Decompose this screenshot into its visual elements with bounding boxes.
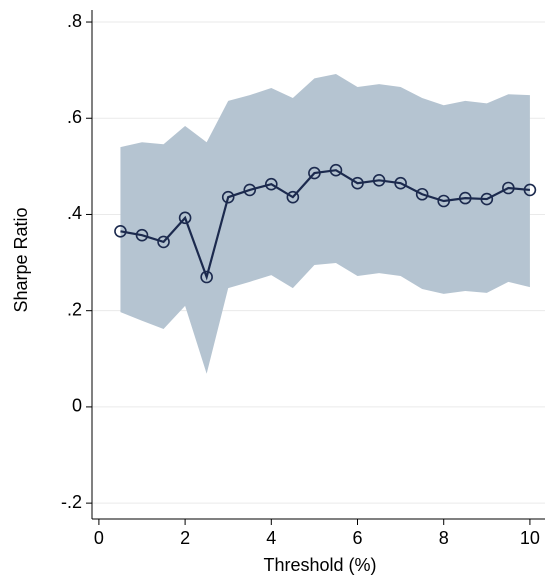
point-marker xyxy=(351,176,364,190)
point-marker xyxy=(200,270,213,284)
y-tick-label: .8 xyxy=(67,11,82,31)
point-marker xyxy=(437,194,451,208)
y-tick-label: .2 xyxy=(67,299,82,319)
confidence-band xyxy=(120,73,530,374)
point-marker xyxy=(243,183,257,197)
point-marker xyxy=(221,190,235,204)
point-marker xyxy=(265,177,278,191)
point-marker xyxy=(523,183,537,197)
y-tick-label: .4 xyxy=(67,203,82,223)
point-marker xyxy=(372,174,386,187)
x-tick-label: 2 xyxy=(180,528,190,548)
point-marker xyxy=(308,166,321,180)
point-marker xyxy=(394,176,407,190)
x-tick-label: 4 xyxy=(266,528,276,548)
y-tick-label: .6 xyxy=(67,107,82,127)
x-axis-title: Threshold (%) xyxy=(263,555,376,575)
point-marker xyxy=(157,235,170,249)
y-tick-label: -.2 xyxy=(61,492,82,512)
line xyxy=(120,169,531,281)
y-axis-title: Sharpe Ratio xyxy=(11,207,31,312)
point-marker xyxy=(415,187,429,201)
x-tick-label: 8 xyxy=(439,528,449,548)
x-tick-label: 0 xyxy=(94,528,104,548)
point-marker xyxy=(480,192,494,206)
point-marker xyxy=(329,163,343,177)
point-marker xyxy=(178,211,192,225)
point-marker xyxy=(286,190,300,204)
point-marker xyxy=(135,228,149,242)
y-tick-label: 0 xyxy=(72,396,82,416)
x-tick-label: 10 xyxy=(520,528,540,548)
point-marker xyxy=(114,225,127,238)
point-marker xyxy=(502,181,515,195)
point-marker xyxy=(458,191,472,205)
x-tick-label: 6 xyxy=(352,528,362,548)
